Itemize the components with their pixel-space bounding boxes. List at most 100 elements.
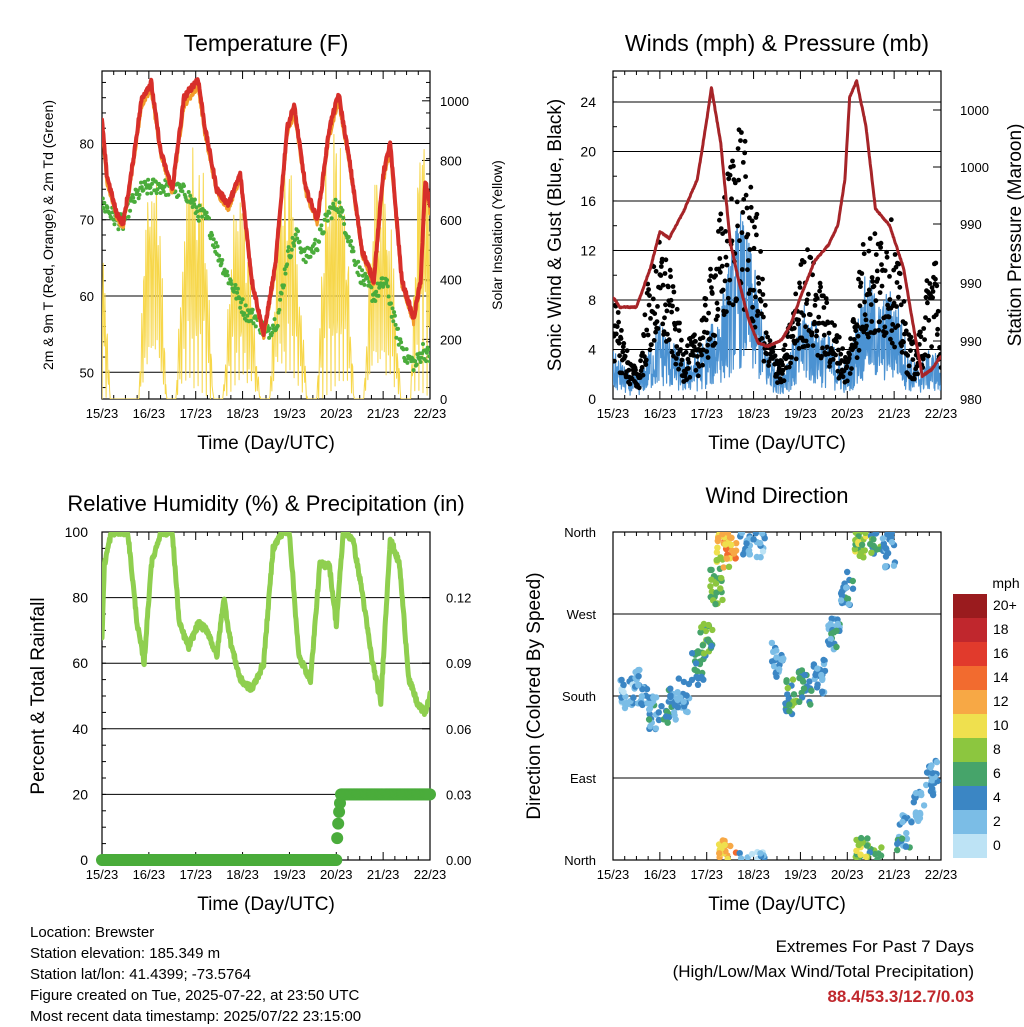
- gust-point: [823, 296, 829, 301]
- dewpoint-point: [418, 360, 423, 364]
- gust-point: [670, 303, 675, 309]
- wind-direction-point: [871, 850, 879, 858]
- gust-point: [925, 300, 930, 306]
- gust-point: [732, 180, 738, 186]
- gust-point: [648, 316, 653, 321]
- dewpoint-point: [424, 350, 429, 355]
- x-tick-label: 22/23: [414, 867, 447, 882]
- wind-direction-point: [740, 551, 747, 558]
- gust-point: [717, 269, 723, 275]
- gust-point: [824, 300, 830, 306]
- gust-point: [718, 226, 724, 232]
- gust-point: [762, 302, 768, 308]
- dewpoint-point: [396, 326, 400, 331]
- gust-point: [748, 184, 754, 190]
- y-tick-label: 16: [580, 193, 596, 209]
- precipitation-point: [331, 832, 344, 845]
- gust-point: [665, 331, 670, 337]
- dewpoint-point: [363, 271, 368, 276]
- gust-point: [738, 138, 743, 144]
- gust-point: [646, 302, 652, 308]
- wind-direction-point: [722, 541, 729, 548]
- gust-point: [715, 306, 721, 312]
- wind-direction-point: [853, 847, 860, 854]
- dewpoint-point: [211, 237, 216, 242]
- y-axis-label: Direction (Colored By Speed): [524, 572, 545, 819]
- gust-point: [835, 368, 841, 374]
- gust-point: [870, 279, 875, 284]
- dewpoint-point: [351, 249, 356, 254]
- y-tick-label: 80: [72, 590, 88, 606]
- extremes-subtitle: (High/Low/Max Wind/Total Precipitation): [672, 962, 974, 981]
- wind-direction-point: [674, 696, 681, 703]
- x-tick-label: 19/23: [273, 867, 306, 882]
- wind-direction-point: [646, 705, 654, 712]
- gust-point: [676, 366, 681, 372]
- gust-point: [743, 192, 749, 198]
- wind-direction-point: [670, 709, 678, 716]
- legend-label: 20+: [993, 597, 1017, 613]
- y-axis-label: Sonic Wind & Gust (Blue, Black): [545, 99, 566, 371]
- dewpoint-point: [394, 335, 399, 340]
- gust-point: [894, 280, 900, 285]
- dewpoint-point: [389, 301, 393, 306]
- gust-point: [788, 360, 793, 366]
- dewpoint-point: [272, 317, 277, 322]
- wind-direction-point: [698, 624, 705, 631]
- gust-point: [850, 347, 855, 353]
- dewpoint-point: [194, 205, 199, 210]
- dewpoint-point: [204, 210, 209, 215]
- dewpoint-point: [267, 335, 272, 340]
- dewpoint-point: [196, 218, 201, 223]
- dewpoint-point: [148, 185, 153, 190]
- gust-point: [659, 256, 665, 262]
- gust-point: [887, 297, 893, 302]
- wind-direction-point: [894, 846, 901, 854]
- legend-label: 18: [993, 621, 1009, 637]
- gust-point: [672, 326, 678, 332]
- gust-point: [908, 348, 913, 353]
- wind-direction-point: [882, 545, 890, 552]
- wind-direction-point: [689, 650, 696, 657]
- gust-point: [781, 347, 786, 353]
- gust-point: [699, 352, 704, 358]
- gust-point: [750, 318, 756, 324]
- gust-point: [879, 262, 884, 267]
- gust-point: [621, 341, 627, 346]
- gust-point: [663, 302, 668, 308]
- wind-direction-point: [796, 698, 803, 705]
- dewpoint-point: [232, 286, 237, 291]
- gust-point: [814, 333, 819, 339]
- wind-direction-point: [908, 819, 915, 826]
- gust-point: [690, 349, 696, 354]
- wind-direction-point: [878, 844, 885, 851]
- gust-point: [929, 344, 934, 350]
- gust-point: [664, 308, 670, 314]
- y-tick-label: North: [564, 853, 596, 868]
- wind-direction-point: [843, 584, 850, 591]
- gust-point: [619, 328, 624, 333]
- gust-point: [658, 264, 664, 269]
- y-right-tick-label: 400: [440, 273, 462, 288]
- x-tick-label: 17/23: [690, 406, 723, 421]
- dewpoint-point: [143, 182, 148, 187]
- gust-point: [854, 355, 860, 361]
- gust-point: [703, 317, 709, 323]
- wind-direction-point: [827, 620, 834, 627]
- wind-direction-point: [860, 554, 867, 561]
- gust-point: [934, 283, 940, 289]
- dewpoint-point: [210, 233, 215, 238]
- dewpoint-point: [267, 326, 272, 331]
- x-tick-label: 18/23: [226, 406, 259, 421]
- wind-direction-point: [801, 671, 808, 679]
- dewpoint-point: [239, 300, 243, 305]
- wind-direction-point: [833, 643, 840, 651]
- gust-point: [748, 205, 754, 210]
- dewpoint-point: [128, 198, 133, 203]
- gust-point: [892, 344, 897, 350]
- wind-direction-point: [667, 693, 674, 701]
- dewpoint-point: [253, 324, 258, 329]
- dewpoint-point: [308, 254, 313, 259]
- wind-direction-point: [779, 656, 786, 664]
